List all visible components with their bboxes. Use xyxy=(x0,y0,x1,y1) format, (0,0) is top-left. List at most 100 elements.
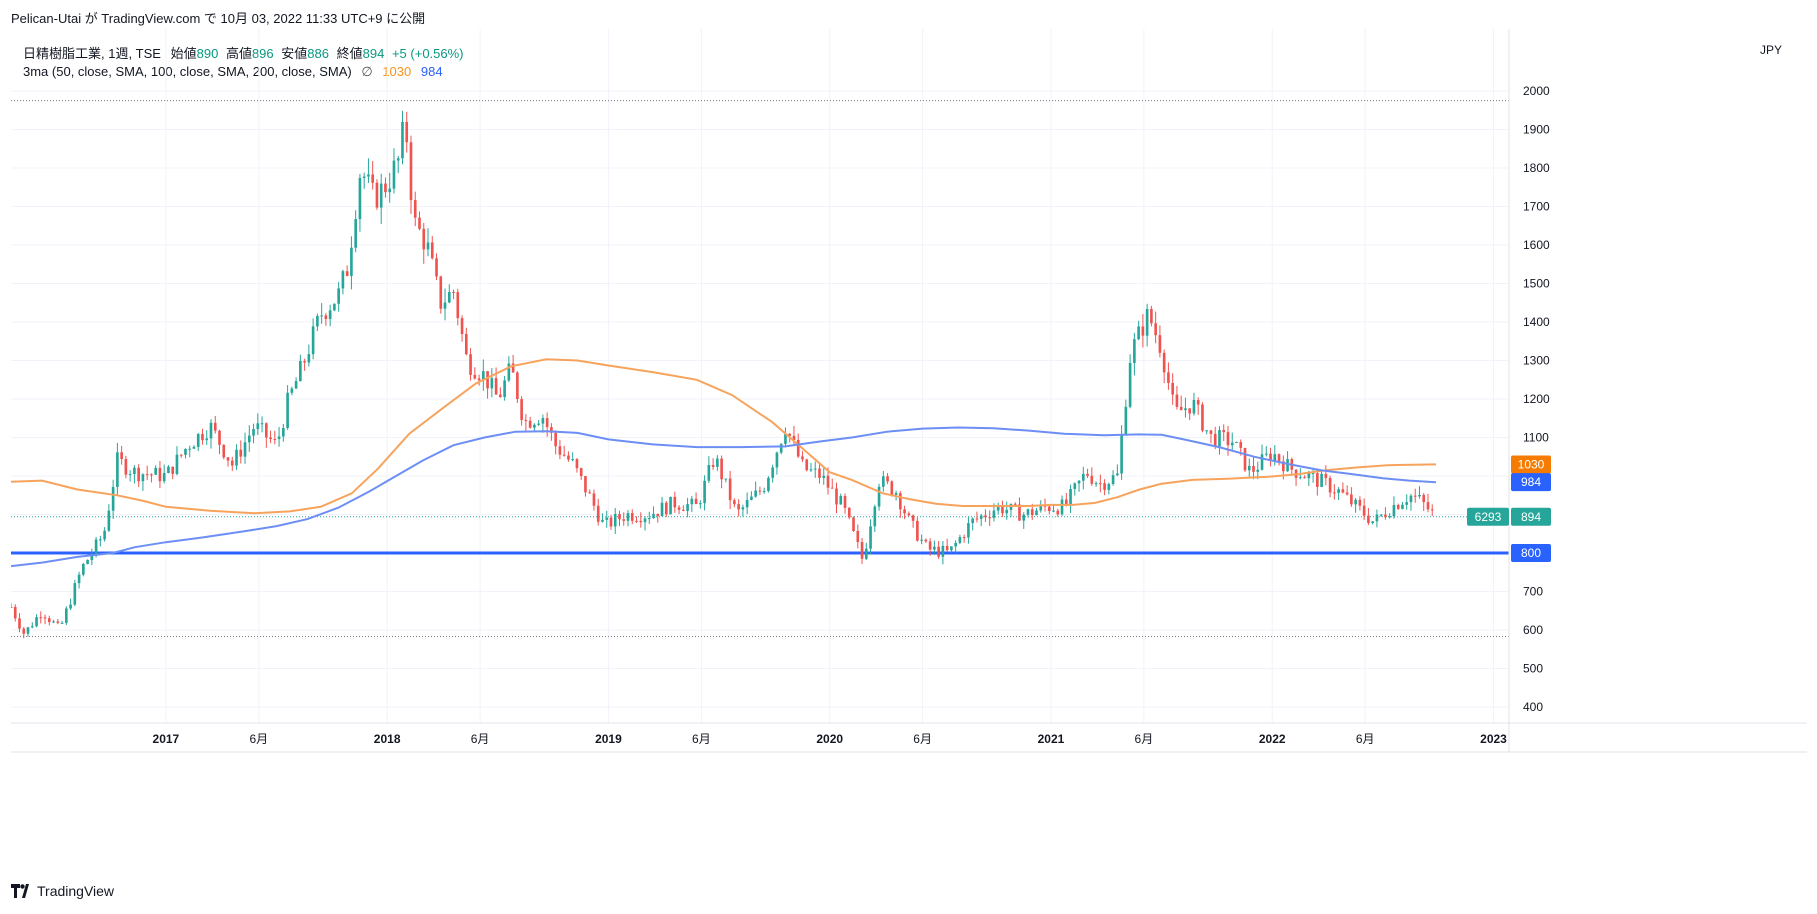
candle-body xyxy=(124,459,128,475)
candle-body xyxy=(1430,509,1434,511)
candle-body xyxy=(962,537,966,539)
candle-body xyxy=(26,627,30,634)
currency-label[interactable]: JPY xyxy=(1760,43,1783,57)
candle-body xyxy=(928,541,932,550)
candle-body xyxy=(120,452,123,460)
candle-body xyxy=(626,513,630,521)
candle-body xyxy=(1056,510,1060,515)
y-tick-label: 1300 xyxy=(1523,354,1550,368)
x-tick-label: 6月 xyxy=(471,732,490,746)
candle-body xyxy=(1337,489,1340,493)
candle-body xyxy=(56,621,60,623)
candle-body xyxy=(516,372,519,400)
hidden-value-icon: ∅ xyxy=(361,64,373,79)
candle-body xyxy=(1375,514,1379,522)
support-badge-label: 800 xyxy=(1521,546,1541,560)
candle-body xyxy=(724,478,728,480)
candle-body xyxy=(175,454,179,474)
candle-body xyxy=(1179,406,1183,411)
candle-body xyxy=(350,247,353,276)
symbol-legend[interactable]: 日精樹脂工業, 1週, TSE 始値890 高値896 安値886 終値894 … xyxy=(23,43,464,62)
candle-body xyxy=(1392,504,1396,517)
candle-body xyxy=(426,242,430,250)
candle-body xyxy=(230,460,234,466)
candle-body xyxy=(141,474,145,482)
candle-body xyxy=(1247,465,1251,471)
candle-body xyxy=(958,537,962,543)
candle-body xyxy=(673,496,677,508)
candle-body xyxy=(1064,499,1068,504)
candle-body xyxy=(1358,499,1362,506)
candle-body xyxy=(1341,489,1345,493)
candle-body xyxy=(1081,473,1085,481)
candle-body xyxy=(1171,382,1174,395)
candle-body xyxy=(664,502,668,515)
tradingview-logo[interactable]: TradingView xyxy=(11,883,114,899)
y-tick-label: 500 xyxy=(1523,662,1543,676)
candle-body xyxy=(1175,394,1179,407)
candle-body xyxy=(464,333,468,355)
candle-body xyxy=(1230,442,1234,446)
candle-body xyxy=(1137,326,1140,340)
candle-body xyxy=(94,539,98,554)
candle-body xyxy=(839,495,843,505)
candle-body xyxy=(264,423,268,438)
x-tick-label: 2019 xyxy=(595,732,622,746)
candle-body xyxy=(690,498,694,505)
y-tick-label: 1700 xyxy=(1523,200,1550,214)
candle-body xyxy=(796,439,800,457)
candle-body xyxy=(1167,372,1170,383)
candle-body xyxy=(601,519,604,522)
candle-body xyxy=(950,546,953,551)
candle-body xyxy=(218,430,221,445)
candle-body xyxy=(694,498,698,505)
candle-body xyxy=(907,513,911,516)
candle-body xyxy=(941,545,945,557)
candle-body xyxy=(150,474,153,476)
candle-body xyxy=(733,500,736,505)
candle-body xyxy=(1222,430,1226,433)
candle-body xyxy=(686,504,689,511)
candle-body xyxy=(205,438,209,441)
candle-body xyxy=(482,371,485,381)
candle-body xyxy=(605,517,609,520)
candle-body xyxy=(107,510,111,531)
candle-body xyxy=(571,459,575,461)
y-tick-label: 600 xyxy=(1523,623,1543,637)
candle-body xyxy=(341,271,345,289)
candle-body xyxy=(920,539,923,541)
candle-body xyxy=(1162,352,1166,373)
indicator-legend[interactable]: 3ma (50, close, SMA, 100, close, SMA, 20… xyxy=(23,64,443,80)
candle-body xyxy=(30,626,34,628)
candle-body xyxy=(541,418,545,424)
candle-body xyxy=(754,490,757,497)
candle-body xyxy=(358,177,362,220)
candle-body xyxy=(77,574,81,584)
candle-body xyxy=(916,520,919,541)
candle-body xyxy=(1116,473,1119,476)
candle-body xyxy=(937,546,940,557)
candle-body xyxy=(567,455,570,460)
candle-body xyxy=(247,435,251,443)
candle-body xyxy=(116,452,119,487)
candle-body xyxy=(162,473,166,482)
candle-body xyxy=(1154,323,1157,336)
axes: 4005006007008009001000110012001300140015… xyxy=(11,29,1807,753)
candle-body xyxy=(788,433,792,436)
y-tick-label: 700 xyxy=(1523,585,1543,599)
candle-body xyxy=(494,378,498,395)
candle-body xyxy=(1073,483,1077,489)
candle-body xyxy=(345,271,349,276)
candle-body xyxy=(226,457,230,461)
candle-body xyxy=(73,583,77,605)
candle-body xyxy=(933,546,936,550)
candle-body xyxy=(252,429,255,436)
candle-body xyxy=(767,477,770,492)
candle-body xyxy=(843,495,847,508)
candle-body xyxy=(158,467,162,482)
candle-body xyxy=(822,475,826,478)
candle-body xyxy=(660,502,664,517)
candle-body xyxy=(537,423,540,425)
candle-body xyxy=(1252,465,1255,472)
price-chart[interactable]: 4005006007008009001000110012001300140015… xyxy=(11,29,1807,870)
